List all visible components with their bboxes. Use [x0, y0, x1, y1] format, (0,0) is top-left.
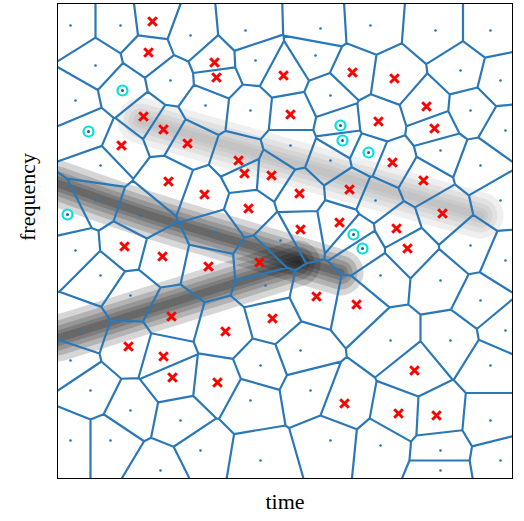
svg-text:time: time — [265, 489, 304, 514]
svg-text:frequency: frequency — [15, 153, 40, 241]
